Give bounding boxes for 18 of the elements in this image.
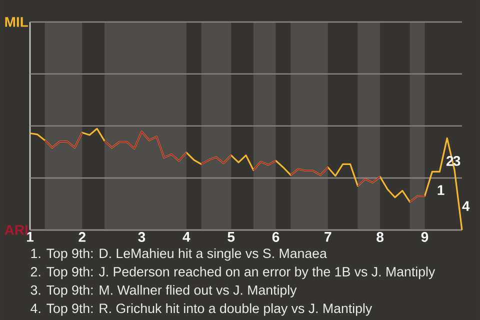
x-tick-label: 2 xyxy=(78,232,86,242)
x-tick-label: 5 xyxy=(228,232,235,242)
x-tick-label: 7 xyxy=(324,232,332,242)
text: 4. Top 9th: R. Grichuk hit into a double play vs J. Mantiply xyxy=(30,303,372,316)
text: 4 xyxy=(462,201,470,211)
text: 1. Top 9th: D. LeMahieu hit a single vs S. Manaea xyxy=(31,248,327,261)
annotation: 3 xyxy=(453,156,460,166)
x-tick-label: 9 xyxy=(421,232,428,242)
text: 3. Top 9th: M. Wallner flied out vs J. Mantiply xyxy=(30,284,297,298)
x-tick-label: 1 xyxy=(26,232,34,242)
x-tick-label: 6 xyxy=(272,232,280,242)
text: 2. Top 9th: J. Pederson reached on an error by the 1B vs J. Mantiply xyxy=(30,266,436,280)
x-tick-label: 8 xyxy=(376,232,384,242)
x-tick-label: 3 xyxy=(138,232,146,242)
x-tick-label: 4 xyxy=(182,232,190,242)
annotation: 1 xyxy=(438,185,444,195)
ref-line-label: ARI xyxy=(4,225,28,235)
ref-line-label: MIL xyxy=(5,17,28,27)
